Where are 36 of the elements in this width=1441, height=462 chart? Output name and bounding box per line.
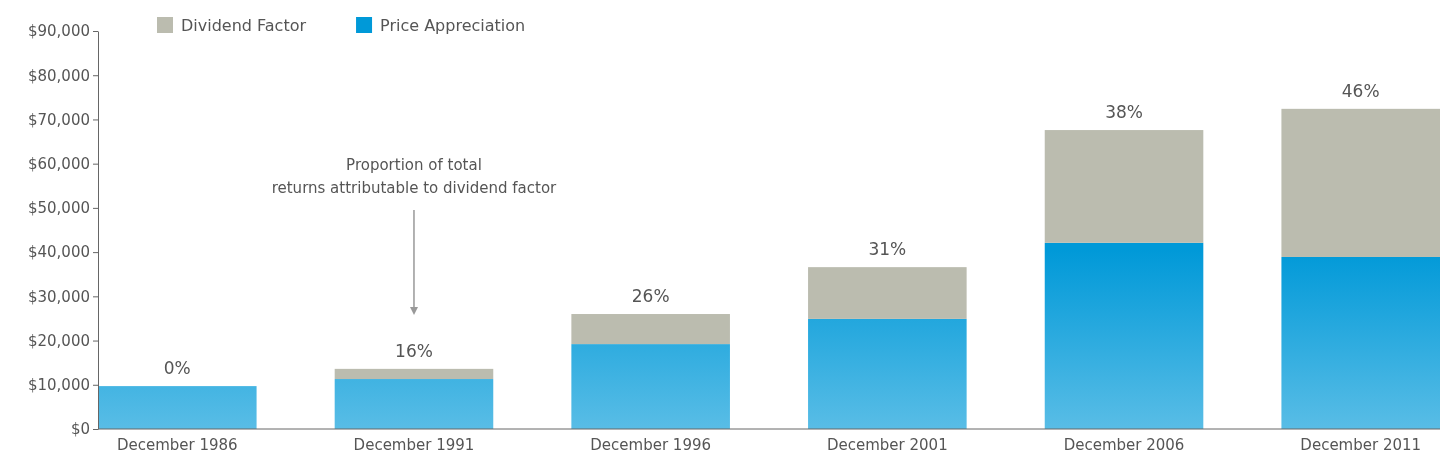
x-tick-label: December 1996: [590, 436, 712, 454]
bar: [1281, 108, 1440, 257]
bar: [98, 386, 257, 429]
annotation: 16%: [395, 340, 433, 361]
y-tick-label: $10,000: [27, 376, 90, 395]
x-tick-label: December 2006: [1063, 436, 1185, 454]
bar: [571, 344, 730, 429]
x-tick-label: December 1986: [116, 436, 238, 454]
y-tick-label: $70,000: [27, 110, 90, 129]
annotation: 31%: [868, 239, 907, 260]
legend-label: Dividend Factor: [181, 16, 307, 35]
bar: [571, 314, 730, 345]
bar: [1044, 242, 1204, 429]
y-tick-label: $80,000: [27, 66, 90, 85]
annotation: Proportion of total returns attributable to dividend factor: [271, 156, 558, 197]
y-tick-label: $30,000: [27, 287, 90, 306]
x-tick-label: December 2001: [826, 436, 948, 454]
y-tick-label: $60,000: [27, 154, 90, 173]
bar: [808, 267, 967, 319]
y-tick-label: $40,000: [27, 243, 90, 262]
bar: [1044, 130, 1204, 243]
y-tick-label: $90,000: [27, 22, 90, 41]
bar: [334, 368, 494, 380]
y-tick-label: $0: [70, 420, 90, 439]
bar: [808, 318, 967, 429]
bar: [1281, 256, 1440, 429]
x-tick-label: December 1991: [353, 436, 475, 454]
annotation: 0%: [163, 358, 191, 379]
y-tick-label: $20,000: [27, 331, 90, 350]
annotation: 46%: [1341, 80, 1380, 101]
annotation: 26%: [631, 286, 670, 307]
bar: [334, 379, 494, 429]
annotation: 38%: [1105, 102, 1143, 123]
x-tick-label: December 2011: [1300, 436, 1422, 454]
legend-label: Price Appreciation: [380, 16, 526, 35]
y-tick-label: $50,000: [27, 199, 90, 218]
